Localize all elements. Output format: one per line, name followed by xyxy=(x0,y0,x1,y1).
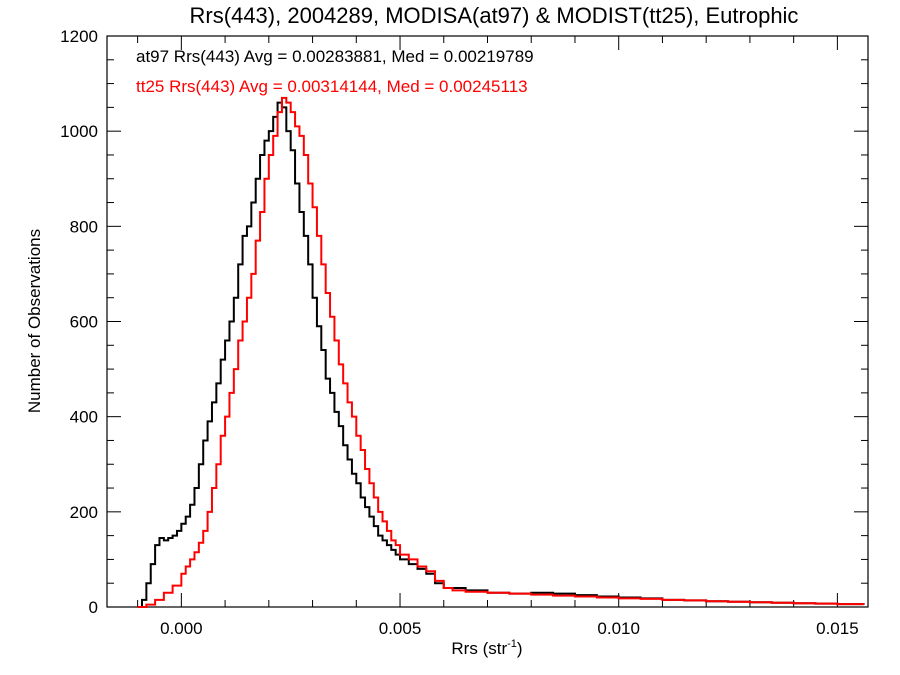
chart-title: Rrs(443), 2004289, MODISA(at97) & MODIST… xyxy=(190,3,799,28)
annotation-black-series: at97 Rrs(443) Avg = 0.00283881, Med = 0.… xyxy=(136,47,534,66)
series-layer xyxy=(137,96,865,608)
plot-frame xyxy=(106,35,869,608)
y-tick-label: 400 xyxy=(70,408,98,427)
x-tick-label: 0.010 xyxy=(597,619,640,638)
y-axis-title: Number of Observations xyxy=(25,229,44,413)
x-axis-title-close: ) xyxy=(517,639,523,658)
y-tick-label: 1200 xyxy=(60,27,98,46)
y-tick-label: 0 xyxy=(89,598,98,617)
annotation-red-series: tt25 Rrs(443) Avg = 0.00314144, Med = 0.… xyxy=(136,77,528,96)
axis-ticks xyxy=(107,35,868,608)
y-tick-label: 800 xyxy=(70,217,98,236)
histogram-series-red xyxy=(137,96,865,608)
y-tick-label: 200 xyxy=(70,503,98,522)
y-tick-label: 600 xyxy=(70,313,98,332)
x-axis-title-main: Rrs (str xyxy=(451,639,507,658)
x-axis-title-sup: -1 xyxy=(507,638,517,650)
x-tick-label: 0.000 xyxy=(160,619,203,638)
x-tick-label: 0.005 xyxy=(379,619,422,638)
y-tick-label: 1000 xyxy=(60,122,98,141)
x-axis-title: Rrs (str-1) xyxy=(451,638,522,658)
axis-tick-labels: 0.000 0.005 0.010 0.015 0 200 400 600 800 1000 120… xyxy=(60,27,858,638)
histogram-series-black xyxy=(137,101,865,608)
x-tick-label: 0.015 xyxy=(816,619,859,638)
